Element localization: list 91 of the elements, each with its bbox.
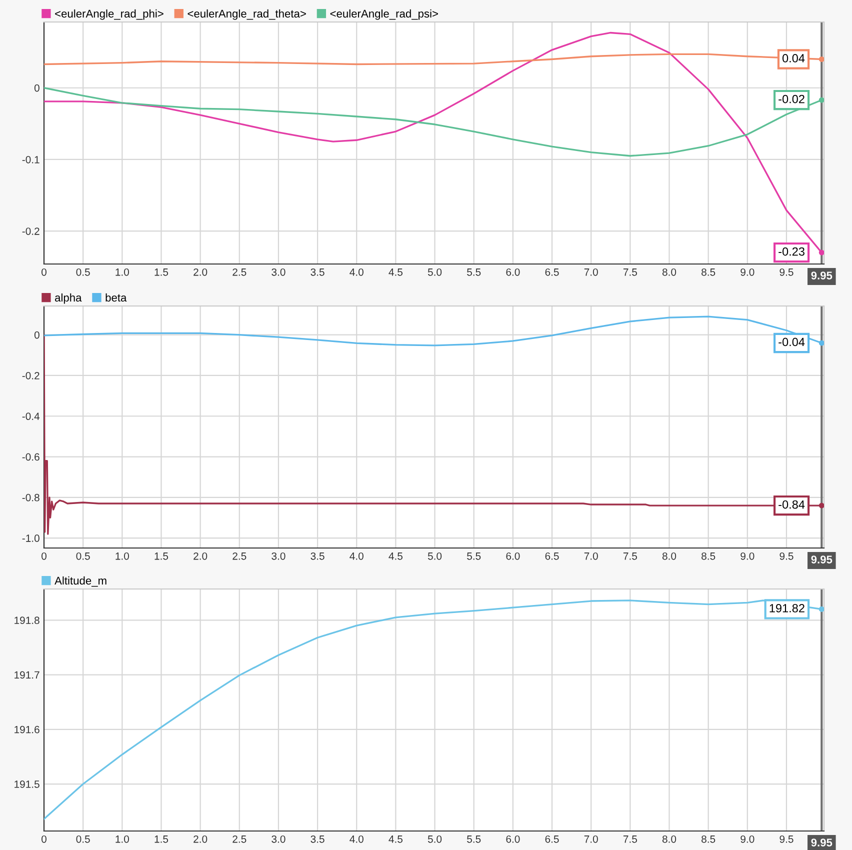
x-tick-label: 2.0 [194,552,208,560]
x-tick-label: 7.5 [623,552,637,560]
x-tick-label: 8.0 [662,268,676,276]
x-tick-label: 4.5 [388,836,403,843]
x-tick-label: 8.0 [662,552,676,560]
legend-label: <eulerAngle_rad_psi> [330,9,438,20]
legend-label: alpha [55,293,82,304]
y-tick-label: -0.8 [22,494,40,502]
x-tick-label: 5.5 [467,552,481,560]
x-tick-label: 1.0 [116,835,129,843]
x-tick-label: 5.0 [428,552,442,560]
legend-label: Altitude_m [54,576,106,587]
x-tick-label: 6.0 [506,552,520,560]
x-tick-label: 2.5 [232,552,246,560]
x-tick-label: 2.0 [194,835,208,843]
x-tick-label: 6.0 [506,268,520,276]
legend-label: <eulerAngle_rad_theta> [188,9,306,20]
y-tick-label: 0 [34,84,40,92]
x-tick-label: 4.0 [350,835,364,843]
y-tick-label: -0.2 [22,228,40,235]
x-tick-label: 6.0 [506,835,520,843]
x-tick-label: 8.0 [662,835,676,843]
x-tick-label: 8.5 [702,552,716,560]
x-tick-label: 9.5 [780,835,794,843]
x-tick-label: 0.5 [76,552,90,560]
x-tick-label: 3.5 [310,835,324,843]
x-tick-label: 3.0 [272,835,286,843]
x-tick-label: 3.0 [272,552,286,560]
x-tick-label: 7.0 [584,835,598,843]
data-label: -0.04 [778,338,805,346]
y-tick-label: -0.2 [22,372,40,380]
x-tick-label: 0 [42,268,46,276]
x-tick-label: 1.5 [154,836,168,843]
ref-line-label: 9.95 [811,556,832,564]
ref-line-label: 9.95 [811,838,832,846]
x-tick-label: 6.5 [545,835,559,843]
x-tick-label: 9.5 [780,268,794,276]
x-tick-label: 9.0 [740,835,754,843]
x-tick-label: 0.5 [76,268,90,276]
y-tick-label: -1.0 [22,534,40,542]
y-tick-label: -0.1 [22,156,40,164]
y-tick-label: 191.5 [14,780,40,788]
x-tick-label: 1.5 [154,268,168,276]
x-tick-label: 9.0 [740,552,754,560]
x-tick-label: 5.0 [428,835,442,843]
x-tick-label: 0 [42,835,46,843]
x-tick-label: 4.0 [350,268,364,276]
x-tick-label: 6.5 [545,552,559,560]
x-tick-label: 4.5 [388,268,403,276]
x-tick-label: 1.0 [116,268,129,276]
x-tick-label: 3.0 [272,268,286,276]
legend-label: beta [106,293,127,302]
point [818,56,824,62]
data-label: 191.82 [770,604,804,612]
y-tick-label: -0.4 [22,412,40,420]
x-tick-label: 5.0 [428,268,442,276]
ref-line-label: 9.95 [811,272,832,280]
x-tick-label: 5.5 [467,268,481,276]
x-tick-label: 0.5 [76,835,90,843]
x-tick-label: 2.0 [194,268,208,276]
x-tick-label: 7.5 [623,268,637,276]
data-label: -0.84 [778,500,805,509]
x-tick-label: 1.5 [154,552,168,560]
x-tick-label: 6.5 [545,268,559,276]
y-tick-label: 191.8 [14,616,40,624]
x-tick-label: 3.5 [310,552,324,560]
x-tick-label: 7.5 [623,836,637,843]
x-tick-label: 3.5 [310,268,324,276]
x-tick-label: 0 [42,552,46,560]
x-tick-label: 8.5 [702,835,716,843]
x-tick-label: 4.0 [350,552,364,560]
x-tick-label: 2.5 [232,835,246,843]
y-tick-label: 191.6 [14,726,40,734]
y-tick-label: -0.6 [22,453,40,461]
x-tick-label: 8.5 [702,268,716,276]
x-tick-label: 9.0 [740,268,754,276]
x-tick-label: 5.5 [467,836,481,843]
y-tick-label: 0 [34,331,40,339]
legend-label: <eulerAngle_rad_phi> [55,9,164,20]
y-tick-label: 191.7 [14,671,40,679]
point [818,97,824,103]
x-tick-label: 2.5 [232,268,246,276]
x-tick-label: 1.0 [116,552,129,560]
x-tick-label: 4.5 [388,552,403,560]
x-tick-label: 9.5 [780,552,794,560]
data-label: 0.04 [782,54,805,62]
x-tick-label: 7.0 [584,268,598,276]
point [818,250,824,256]
data-label: -0.02 [778,94,804,104]
x-tick-label: 7.0 [584,552,598,560]
data-label: -0.23 [778,247,804,256]
